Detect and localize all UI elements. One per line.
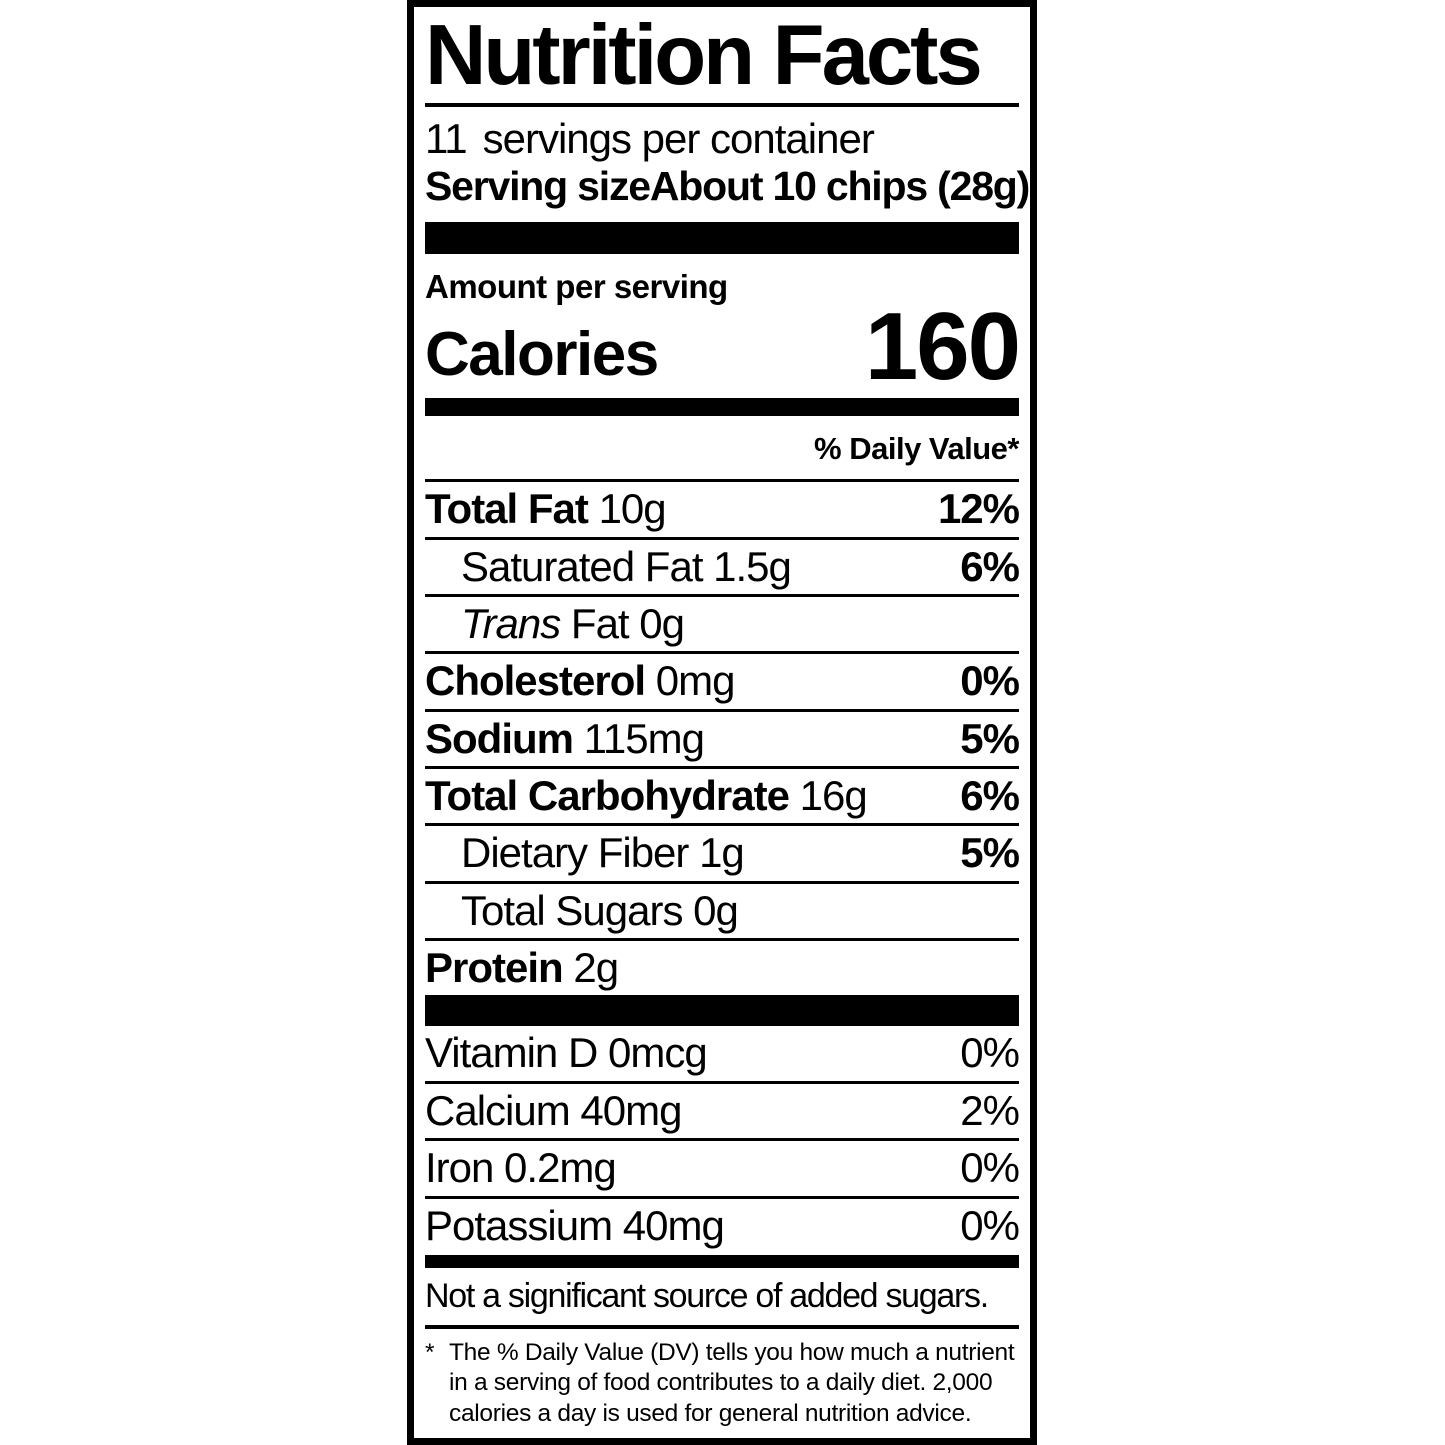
servings-per-container: 11 servings per container <box>425 107 1019 163</box>
nutrient-name: Protein <box>425 944 564 992</box>
nutrient-row: Trans Fat 0g <box>425 593 1019 651</box>
nutrient-row: Potassium 40mg 0% <box>425 1195 1020 1253</box>
calories-row: Calories 160 <box>425 292 1021 400</box>
nutrient-row: Saturated Fat 1.5g 6% <box>425 536 1020 594</box>
footnote: * The % Daily Value (DV) tells you how m… <box>425 1329 1019 1429</box>
separator-bar-thick-top <box>425 221 1019 254</box>
servings-text: servings per container <box>482 115 875 163</box>
separator-bar-medium <box>425 398 1019 417</box>
nutrient-name: Vitamin D <box>425 1029 598 1077</box>
micronutrient-rows: Vitamin D 0mcg 0% Calcium 40mg 2% Iron 0… <box>425 1026 1020 1253</box>
label-title: Nutrition Facts <box>425 8 983 103</box>
nutrient-amount: 0mcg <box>607 1029 708 1077</box>
nutrient-name: Saturated Fat <box>461 542 703 590</box>
nutrient-name: Cholesterol <box>425 657 646 705</box>
separator-bar-small <box>425 1254 1019 1268</box>
amount-per-serving-label: Amount per serving <box>425 267 728 305</box>
nutrient-daily-value: 5% <box>960 829 1020 877</box>
nutrient-daily-value: 0% <box>960 1029 1020 1077</box>
nutrient-row: Protein 2g <box>425 938 1019 995</box>
nutrient-daily-value: 2% <box>960 1086 1020 1134</box>
nutrient-row: Total Carbohydrate 16g 6% <box>425 766 1020 823</box>
nutrient-row: Dietary Fiber 1g 5% <box>425 823 1020 880</box>
nutrient-amount: 40mg <box>622 1201 725 1249</box>
nutrient-daily-value: 6% <box>960 772 1020 820</box>
nutrient-amount: 0g <box>639 599 685 647</box>
nutrient-row: Total Fat 10g 12% <box>425 479 1020 536</box>
nutrient-name-italic: Trans <box>461 599 561 647</box>
nutrient-daily-value: 12% <box>937 485 1020 533</box>
not-significant-note: Not a significant source of added sugars… <box>425 1276 989 1315</box>
servings-count: 11 <box>425 115 468 163</box>
serving-size-label: Serving size <box>425 163 651 210</box>
nutrient-daily-value: 0% <box>960 657 1020 705</box>
nutrient-daily-value: 5% <box>960 714 1020 762</box>
nutrient-name: Total Carbohydrate <box>425 772 790 820</box>
footnote-divider <box>425 1324 1019 1329</box>
nutrient-amount: 1.5g <box>713 542 792 590</box>
nutrient-name: Sodium <box>425 714 574 762</box>
nutrient-amount: 10g <box>598 485 667 533</box>
nutrient-daily-value: 0% <box>960 1144 1020 1192</box>
nutrient-name: Iron <box>425 1144 494 1192</box>
nutrient-daily-value: 6% <box>960 542 1020 590</box>
nutrient-rows: Total Fat 10g 12% Saturated Fat 1.5g 6% … <box>425 479 1020 995</box>
nutrient-name: Total Sugars <box>461 886 683 934</box>
nutrient-amount: 1g <box>699 829 745 877</box>
nutrient-row: Cholesterol 0mg 0% <box>425 651 1020 708</box>
nutrient-amount: 40mg <box>580 1086 682 1134</box>
nutrition-facts-label: Nutrition Facts 11 servings per container… <box>407 0 1037 1445</box>
nutrient-name: Calcium <box>425 1086 571 1134</box>
separator-bar-thick-middle <box>425 995 1019 1027</box>
calories-label: Calories <box>425 320 659 390</box>
calories-value: 160 <box>864 292 1021 400</box>
footnote-marker: * <box>425 1338 435 1366</box>
nutrient-name: Total Fat <box>425 485 589 533</box>
daily-value-header: % Daily Value* <box>814 431 1019 467</box>
nutrient-daily-value: 0% <box>960 1201 1020 1249</box>
nutrient-row: Vitamin D 0mcg 0% <box>425 1026 1020 1080</box>
nutrient-amount: 0g <box>693 886 739 934</box>
nutrient-name: Trans Fat <box>461 599 630 647</box>
serving-size-row: Serving size About 10 chips (28g) <box>425 163 1030 210</box>
nutrient-row: Iron 0.2mg 0% <box>425 1138 1020 1195</box>
nutrient-amount: 0mg <box>655 657 736 705</box>
title-divider <box>425 103 1019 108</box>
serving-size-value: About 10 chips (28g) <box>649 163 1030 210</box>
nutrient-row: Calcium 40mg 2% <box>425 1080 1020 1138</box>
nutrient-row: Sodium 115mg 5% <box>425 708 1020 766</box>
nutrient-amount: 2g <box>573 944 619 992</box>
nutrient-row: Total Sugars 0g <box>425 880 1019 938</box>
nutrient-name: Dietary Fiber <box>461 829 689 877</box>
nutrient-amount: 115mg <box>583 714 705 762</box>
nutrient-amount: 16g <box>799 772 868 820</box>
footnote-text: The % Daily Value (DV) tells you how muc… <box>449 1338 1015 1427</box>
nutrient-name: Potassium <box>425 1201 613 1249</box>
nutrient-amount: 0.2mg <box>504 1144 617 1192</box>
